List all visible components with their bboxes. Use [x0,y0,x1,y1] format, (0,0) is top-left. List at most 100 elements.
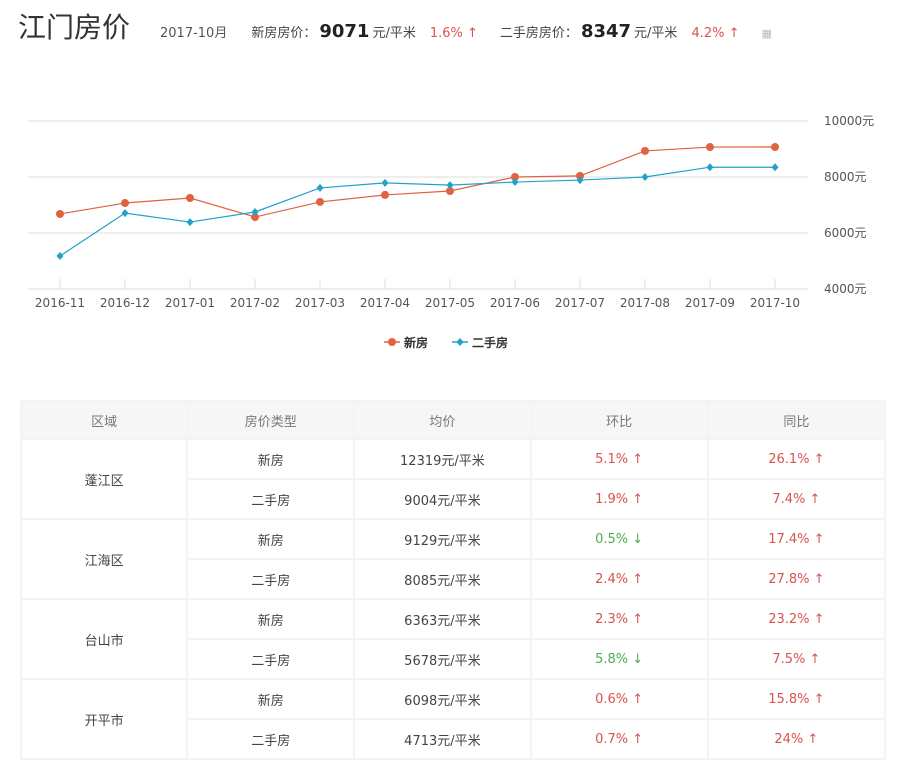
x-tick-label: 2017-04 [360,296,410,310]
column-header: 区域 [22,402,187,438]
second-price-change: 4.2% ↑ [691,26,740,41]
date-label: 2017-10月 [160,26,228,41]
data-point [706,163,714,172]
data-point [56,251,64,260]
type-cell: 新房 [188,520,354,558]
x-tick-label: 2017-02 [230,296,280,310]
region-cell: 开平市 [22,680,187,758]
table-row: 蓬江区 新房 12319元/平米 5.1% ↑ 26.1% ↑ [22,440,884,518]
data-point [771,163,779,172]
legend-label: 二手房 [472,335,508,350]
mom-cell: 1.9% ↑ [531,480,707,518]
price-cell: 6098元/平米 [355,680,530,718]
y-tick-label: 6000元 [824,226,867,240]
x-tick-label: 2017-10 [750,296,800,310]
second-price-unit: 元/平米 [634,26,678,41]
legend-marker [456,338,464,346]
mom-cell: 5.1% ↑ [531,440,707,478]
type-cell: 新房 [188,600,354,638]
price-cell: 5678元/平米 [355,640,530,678]
x-tick-label: 2017-06 [490,296,540,310]
data-point [576,176,584,185]
legend-marker [388,338,396,346]
price-cell: 12319元/平米 [355,440,530,478]
region-cell: 蓬江区 [22,440,187,518]
y-tick-label: 10000元 [824,114,874,128]
new-price-change: 1.6% ↑ [429,26,478,41]
x-tick-label: 2017-03 [295,296,345,310]
table-header-row: 区域 房价类型 均价 环比 同比 [22,402,884,438]
data-point [56,209,64,218]
column-header: 房价类型 [188,402,354,438]
mom-cell: 5.8% ↓ [531,640,707,678]
data-point [121,199,129,208]
data-point [381,190,389,199]
yoy-cell: 27.8% ↑ [708,560,884,598]
second-price-label: 二手房房价： [499,26,578,41]
yoy-cell: 15.8% ↑ [708,680,884,718]
mom-cell: 0.5% ↓ [531,520,707,558]
series-line-0 [59,146,776,218]
table-row: 二手房 9004元/平米 1.9% ↑ 7.4% ↑ [22,480,884,518]
data-point [251,208,259,216]
data-point [446,181,454,190]
price-cell: 6363元/平米 [355,600,530,638]
mom-cell: 2.3% ↑ [531,600,707,638]
table-row: 台山市 新房 6363元/平米 2.3% ↑ 23.2% ↑ [22,600,884,678]
price-cell: 8085元/平米 [355,560,530,598]
data-point [641,146,649,155]
x-tick-label: 2017-05 [425,296,475,310]
table-row: 开平市 新房 6098元/平米 0.6% ↑ 15.8% ↑ [22,680,884,758]
table-row: 江海区 新房 9129元/平米 0.5% ↓ 17.4% ↑ [22,520,884,598]
new-price-unit: 元/平米 [372,26,416,41]
yoy-cell: 7.4% ↑ [708,480,884,518]
y-tick-label: 4000元 [824,282,867,296]
region-cell: 江海区 [22,520,187,598]
data-point [576,171,584,180]
yoy-cell: 7.5% ↑ [708,640,884,678]
header: 江门房价 2017-10月 新房房价： 9071 元/平米 1.6% ↑ 二手房… [18,6,772,46]
data-point [186,194,194,202]
table-row: 二手房 4713元/平米 0.7% ↑ 24% ↑ [22,720,884,758]
mom-cell: 0.7% ↑ [531,720,707,758]
type-cell: 二手房 [188,560,354,598]
x-tick-label: 2016-11 [35,296,85,310]
region-cell: 台山市 [22,600,187,678]
column-header: 环比 [531,402,707,438]
data-point [706,143,714,152]
price-cell: 9129元/平米 [355,520,530,558]
data-point [511,178,519,187]
type-cell: 二手房 [188,480,354,518]
x-tick-label: 2017-01 [165,296,215,310]
data-point [251,213,259,222]
legend-label: 新房 [404,335,428,350]
table-row: 二手房 5678元/平米 5.8% ↓ 7.5% ↑ [22,640,884,678]
mom-cell: 2.4% ↑ [531,560,707,598]
column-header: 均价 [355,402,530,438]
data-point [446,187,454,195]
data-point [381,178,389,187]
page-title: 江门房价 [18,11,131,44]
type-cell: 二手房 [188,640,354,678]
price-line-chart: 4000元 6000元 8000元 10000元 2016-11 2016-12 2017-… [28,114,874,350]
table-icon[interactable]: ▦ [761,27,772,40]
x-tick-label: 2017-09 [685,296,735,310]
data-point [511,173,519,181]
yoy-cell: 23.2% ↑ [708,600,884,638]
column-header: 同比 [708,402,884,438]
yoy-cell: 24% ↑ [708,720,884,758]
x-tick-label: 2016-12 [100,296,150,310]
data-point [771,143,779,152]
yoy-cell: 17.4% ↑ [708,520,884,558]
type-cell: 二手房 [188,720,354,758]
series-line-1 [59,166,776,257]
y-tick-label: 8000元 [824,170,867,184]
district-price-table: 区域 房价类型 均价 环比 同比 蓬江区 新房 12319元/平米 5.1% ↑ 26.1% ↑… [20,400,886,760]
new-price-value: 9071 [319,21,370,42]
second-price-value: 8347 [580,21,632,42]
price-cell: 4713元/平米 [355,720,530,758]
data-point [641,173,649,181]
type-cell: 新房 [188,440,354,478]
x-tick-label: 2017-08 [620,296,670,310]
type-cell: 新房 [188,680,354,718]
